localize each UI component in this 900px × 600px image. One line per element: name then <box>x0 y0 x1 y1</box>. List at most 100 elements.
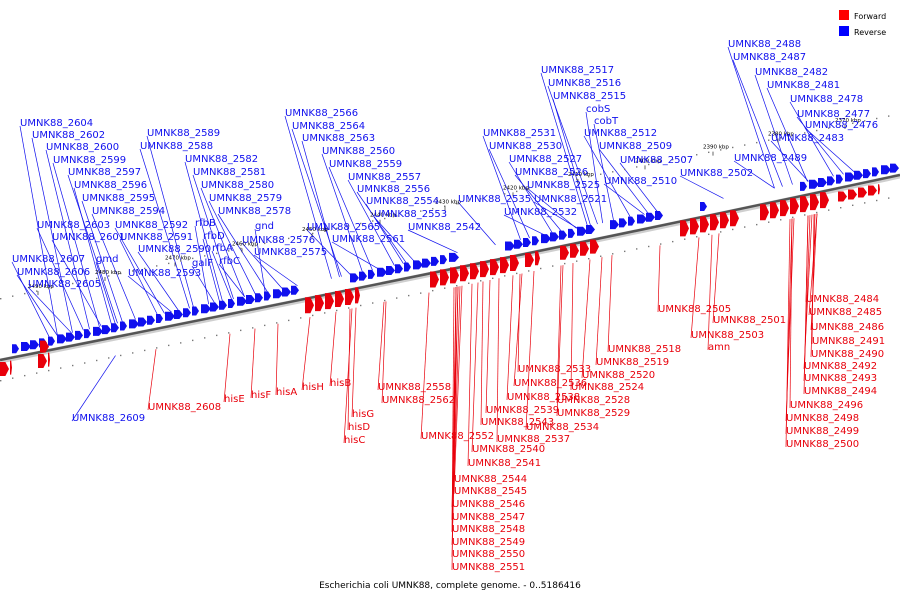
ruler-dot <box>168 262 170 265</box>
forward-gene-arrow <box>570 243 579 258</box>
reverse-gene-label: UMNK88_2483 <box>771 133 844 144</box>
reverse-gene-arrow <box>610 220 619 230</box>
leader-line <box>192 174 234 300</box>
ruler-dot <box>60 367 62 369</box>
forward-gene-label: UMNK88_2536 <box>514 378 587 389</box>
forward-gene-label: hisA <box>276 387 297 398</box>
ruler-dot <box>588 258 590 260</box>
ruler-dot <box>0 298 2 300</box>
ruler-dot <box>840 207 842 209</box>
leader-line <box>766 87 808 182</box>
ruler-dot <box>888 115 890 117</box>
ruler-dot <box>360 304 362 307</box>
forward-gene-label: hisF <box>251 390 271 401</box>
ruler-dot <box>600 255 602 257</box>
ruler-dot <box>348 307 350 309</box>
leader-line <box>27 286 72 334</box>
ruler-dot <box>444 287 446 289</box>
leader-line <box>607 255 613 353</box>
ruler-dot <box>552 183 554 185</box>
tick-label: 2400 kbp <box>635 158 661 164</box>
ruler-dot <box>516 272 518 275</box>
leader-line <box>217 213 268 293</box>
reverse-gene-arrow <box>872 167 879 177</box>
leader-line <box>95 261 116 324</box>
leader-line <box>223 333 231 403</box>
leader-line <box>789 101 834 177</box>
reverse-gene-arrow <box>586 224 595 234</box>
leader-line <box>127 275 172 313</box>
reverse-gene-arrow <box>48 336 55 346</box>
forward-gene-label: UMNK88_2550 <box>452 549 525 560</box>
reverse-gene-arrow <box>21 342 31 352</box>
reverse-gene-arrow <box>75 330 83 340</box>
reverse-gene-label: UMNK88_2609 <box>72 413 145 424</box>
forward-gene-arrow <box>838 191 847 202</box>
forward-gene-arrow <box>490 259 499 276</box>
leader-line <box>365 203 404 265</box>
leader-line <box>91 213 136 320</box>
ruler-dot <box>336 309 338 312</box>
ruler-dot <box>756 141 758 144</box>
reverse-gene-arrow <box>550 232 559 242</box>
ruler-dot <box>312 314 314 317</box>
ruler-dot <box>468 282 470 284</box>
forward-gene-label: UMNK88_2549 <box>452 537 525 548</box>
legend-reverse-label: Reverse <box>854 28 886 37</box>
ruler-dot <box>252 327 254 329</box>
reverse-gene-arrow <box>12 344 19 354</box>
forward-gene-label: hisH <box>302 382 324 393</box>
ruler-dot <box>852 204 854 207</box>
tick-label: 2470 kbp <box>165 255 191 261</box>
leader-line <box>250 328 256 399</box>
reverse-gene-arrow <box>147 315 155 325</box>
leader-line <box>191 265 215 304</box>
legend-forward-label: Forward <box>854 12 886 21</box>
forward-gene-label: hisB <box>330 378 351 389</box>
reverse-gene-arrow <box>57 334 67 344</box>
leader-line <box>785 219 791 448</box>
leader-line <box>506 275 514 401</box>
ruler-dot <box>204 337 206 339</box>
reverse-gene-label: UMNK88_2531 <box>483 128 556 139</box>
forward-gene-arrow <box>810 194 819 211</box>
reverse-gene-label: UMNK88_2578 <box>218 206 291 217</box>
leader-line <box>218 263 245 297</box>
leader-line <box>457 201 496 246</box>
leader-line <box>552 98 591 226</box>
legend-reverse-swatch <box>839 26 849 36</box>
forward-gene-arrow <box>335 291 344 308</box>
leader-line <box>679 175 724 199</box>
reverse-gene-label: UMNK88_2591 <box>120 232 193 243</box>
ruler-dot <box>384 217 386 220</box>
forward-gene-label: UMNK88_2543 <box>481 417 554 428</box>
ruler-dot <box>192 339 194 342</box>
ruler-dot <box>564 180 566 183</box>
leader-line <box>733 160 775 189</box>
reverse-gene-label: UMNK88_2542 <box>408 222 481 233</box>
reverse-gene-label: UMNK88_2605 <box>28 279 101 290</box>
reverse-gene-label: UMNK88_2589 <box>147 128 220 139</box>
ruler-dot <box>576 260 578 262</box>
leader-line <box>508 161 553 234</box>
reverse-gene-arrow <box>183 308 191 318</box>
forward-gene-arrow <box>430 271 439 288</box>
reverse-gene-label: UMNK88_2525 <box>527 180 600 191</box>
ruler-dot <box>432 207 434 210</box>
leader-line <box>194 225 209 305</box>
reverse-gene-arrow <box>845 172 855 182</box>
tick-label: 2390 kbp <box>703 145 729 151</box>
ruler-dot <box>264 242 266 245</box>
leader-line <box>480 281 484 426</box>
reverse-gene-arrow <box>800 181 807 191</box>
ruler-dot <box>636 248 638 250</box>
leader-line <box>496 278 500 443</box>
ruler-dot <box>480 280 482 282</box>
forward-gene-label: UMNK88_2540 <box>472 444 545 455</box>
reverse-gene-arrow <box>138 317 147 327</box>
reverse-gene-arrow <box>637 214 647 224</box>
leader-line <box>31 137 73 333</box>
ruler-dot <box>504 275 506 277</box>
leader-line <box>803 215 809 395</box>
forward-gene-label: UMNK88_2494 <box>804 386 877 397</box>
